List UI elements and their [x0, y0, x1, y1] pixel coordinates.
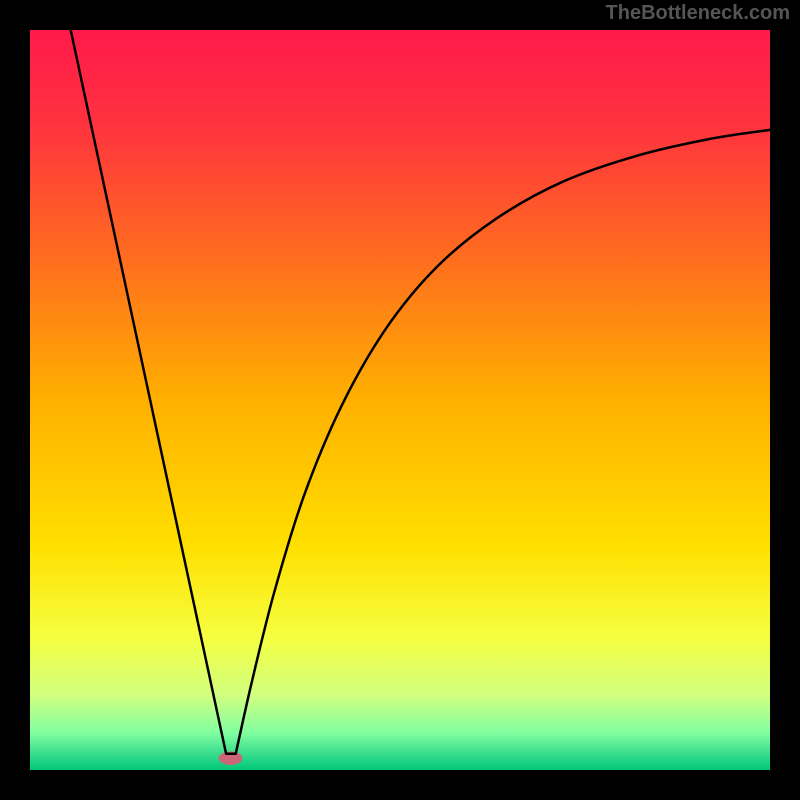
chart-frame: TheBottleneck.com	[0, 0, 800, 800]
plot-background	[30, 30, 770, 770]
chart-svg	[0, 0, 800, 800]
watermark-text: TheBottleneck.com	[606, 2, 790, 25]
